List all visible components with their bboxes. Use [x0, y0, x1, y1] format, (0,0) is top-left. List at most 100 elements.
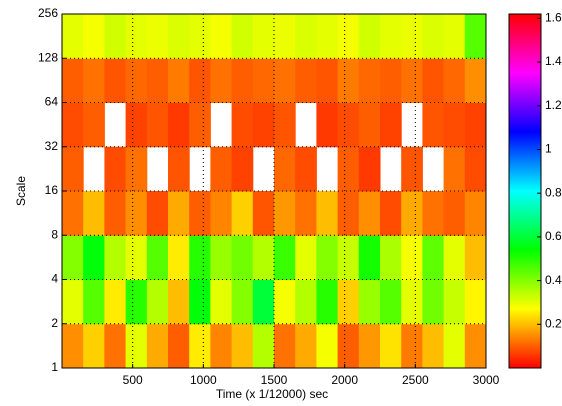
heat-cell: [401, 279, 423, 325]
heat-cell: [422, 323, 445, 368]
heat-cell: [422, 235, 445, 280]
heat-cell: [231, 279, 254, 325]
heat-cell: [83, 323, 105, 368]
y-tick-label: 256: [38, 6, 58, 20]
heat-cell: [295, 146, 317, 192]
heat-cell: [168, 102, 190, 148]
heat-cell: [464, 58, 486, 103]
heat-cell: [380, 279, 402, 325]
heat-cell: [358, 279, 381, 325]
heat-cell: [62, 58, 84, 103]
heat-cell: [210, 279, 233, 325]
colorbar-tick-label: 0.8: [545, 185, 562, 199]
y-axis-label: Scale: [14, 176, 28, 206]
x-tick-label: 3000: [473, 373, 500, 387]
heat-cell: [146, 279, 169, 325]
heat-cell: [62, 102, 84, 148]
heat-cell: [337, 235, 360, 280]
heat-cell: [168, 191, 190, 236]
heat-cell: [146, 323, 169, 368]
heat-cell: [104, 146, 127, 192]
heat-cell: [358, 14, 381, 59]
heat-cell: [401, 58, 423, 103]
heat-cell: [62, 279, 84, 325]
heat-cell: [443, 235, 466, 280]
heat-cell: [464, 323, 486, 368]
heat-cell: [358, 323, 381, 368]
heat-cell: [274, 191, 296, 236]
heat-cell: [337, 191, 360, 236]
heat-cell: [168, 146, 190, 192]
heat-cell: [274, 323, 296, 368]
heat-cell: [337, 14, 360, 59]
heat-cell: [125, 191, 148, 236]
heat-cell: [337, 323, 360, 368]
heat-cell: [252, 102, 275, 148]
heat-cell: [104, 14, 127, 59]
heat-cell: [189, 279, 211, 325]
heat-cell: [422, 58, 445, 103]
heat-cell: [274, 146, 296, 192]
colorbar-tick-label: 0.6: [545, 229, 562, 243]
colorbar-tick-label: 1.6: [545, 11, 562, 25]
heat-cell: [464, 235, 486, 280]
heat-cell: [443, 191, 466, 236]
heat-cell: [125, 279, 148, 325]
heat-cell: [401, 235, 423, 280]
heat-cell: [295, 279, 317, 325]
heat-cell: [295, 191, 317, 236]
heat-cell: [210, 235, 233, 280]
heat-cell: [210, 191, 233, 236]
heat-cell: [316, 14, 339, 59]
heat-cell: [422, 191, 445, 236]
heat-cell: [295, 58, 317, 103]
heat-cell: [104, 58, 127, 103]
heat-cell: [231, 191, 254, 236]
heat-cell: [443, 14, 466, 59]
heat-cell: [252, 279, 275, 325]
heat-cell: [146, 14, 169, 59]
colorbar: [508, 13, 542, 369]
heat-cell: [358, 146, 381, 192]
y-tick-label: 8: [51, 227, 58, 241]
y-tick-label: 128: [38, 50, 58, 64]
y-tick-label: 4: [51, 272, 58, 286]
heat-cell: [189, 235, 211, 280]
heat-cell: [464, 14, 486, 59]
heat-cell: [83, 235, 105, 280]
heatmap: [62, 14, 486, 368]
x-axis-label: Time (x 1/12000) sec: [216, 387, 328, 401]
heat-cell: [464, 146, 486, 192]
y-tick-label: 2: [51, 316, 58, 330]
heat-cell: [337, 58, 360, 103]
heat-cell: [168, 323, 190, 368]
heat-cell: [443, 102, 466, 148]
heat-cell: [316, 102, 339, 148]
heat-cell: [231, 58, 254, 103]
y-tick-label: 16: [45, 183, 59, 197]
heat-cell: [401, 146, 423, 192]
heat-cell: [380, 58, 402, 103]
heat-cell: [125, 146, 148, 192]
heat-cell: [125, 323, 148, 368]
heat-cell: [146, 235, 169, 280]
heat-cell: [125, 14, 148, 59]
heat-cell: [62, 191, 84, 236]
heat-cell: [210, 58, 233, 103]
heat-cell: [252, 14, 275, 59]
heat-cell: [358, 235, 381, 280]
heat-cell: [252, 58, 275, 103]
heat-cell: [83, 58, 105, 103]
heat-cell: [401, 323, 423, 368]
heat-cell: [337, 146, 360, 192]
heat-cell: [231, 14, 254, 59]
heat-cell: [146, 58, 169, 103]
heat-cell: [231, 102, 254, 148]
heat-cell: [168, 235, 190, 280]
heat-cell: [62, 146, 84, 192]
heat-cell: [464, 279, 486, 325]
x-tick-label: 500: [123, 373, 143, 387]
heat-cell: [295, 323, 317, 368]
heat-cell: [252, 235, 275, 280]
